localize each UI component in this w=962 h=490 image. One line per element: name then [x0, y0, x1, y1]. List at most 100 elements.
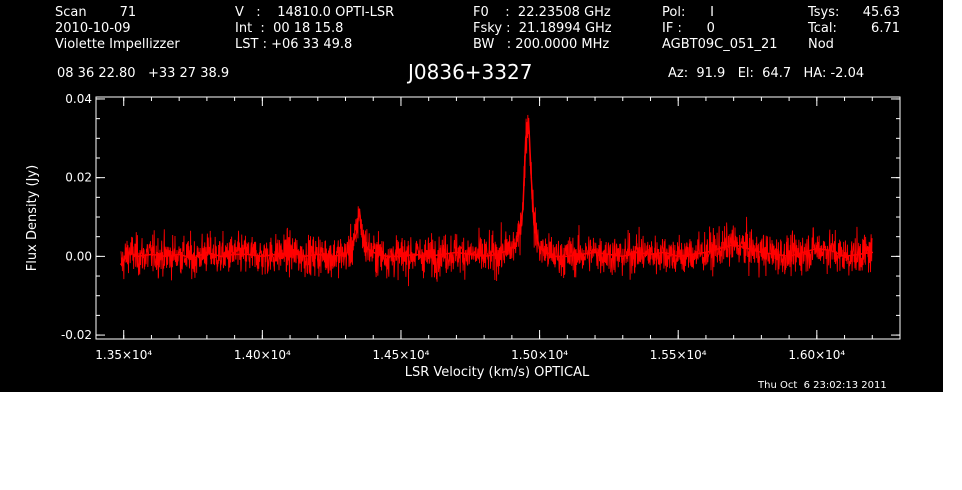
spectrum-point: [469, 253, 472, 256]
y-tick-label: 0.04: [65, 92, 92, 106]
spectrum-point: [538, 247, 541, 250]
y-tick-label: 0.00: [65, 249, 92, 263]
spectrum-point: [760, 251, 763, 254]
spectrum-point: [427, 255, 430, 258]
spectrum-point: [527, 117, 530, 120]
rest-frequency: F0 : 22.23508 GHz: [473, 5, 611, 20]
spectrum-point: [718, 247, 721, 250]
spectrum-point: [441, 253, 444, 256]
spectrum-point: [372, 251, 375, 254]
spectrum-point: [635, 251, 638, 254]
source-title: J0836+3327: [408, 60, 533, 84]
spectrum-point: [705, 251, 707, 254]
integration-time: Int : 00 18 15.8: [235, 21, 344, 36]
spectrum-point: [483, 255, 485, 258]
spectrum-point: [233, 253, 236, 256]
tsys-value: 45.63: [862, 5, 900, 20]
x-tick-label: 1.40×10⁴: [234, 348, 291, 362]
velocity-info: V : 14810.0 OPTI-LSR: [235, 5, 395, 20]
observer-name: Violette Impellizzer: [55, 37, 180, 52]
spectrum-point: [774, 253, 777, 256]
x-tick-label: 1.45×10⁴: [373, 348, 430, 362]
y-tick-label: -0.02: [61, 328, 92, 342]
spectrum-point: [497, 253, 499, 256]
y-axis: -0.02 0.00 0.02 0.04: [61, 92, 900, 342]
spectrum-point: [247, 253, 250, 256]
bandwidth: BW : 200.0000 MHz: [473, 37, 610, 52]
x-tick-label: 1.60×10⁴: [788, 348, 845, 362]
spectrum-point: [120, 263, 122, 266]
plot-timestamp: Thu Oct 6 23:02:13 2011: [758, 380, 887, 391]
spectrum-point: [178, 253, 180, 256]
x-axis: 1.35×10⁴ 1.40×10⁴ 1.45×10⁴ 1.50×10⁴ 1.55×10⁴…: [95, 97, 901, 362]
pointing-info: Az: 91.9 El: 64.7 HA: -2.04: [668, 66, 865, 81]
spectrum-point: [128, 251, 131, 254]
scan-number: Scan 71: [55, 5, 137, 20]
project-id: AGBT09C_051_21: [662, 37, 778, 52]
spectrum-point: [136, 255, 139, 258]
plot-frame: [95, 96, 901, 340]
spectrum-point: [691, 253, 693, 256]
procedure-label: Nod: [808, 37, 834, 52]
spectrum-point: [522, 208, 524, 210]
spectrum-point: [303, 255, 305, 258]
spectrum-point: [530, 176, 533, 179]
spectrum-point: [366, 247, 369, 250]
observation-date: 2010-10-09: [55, 21, 131, 36]
spectrum-point: [275, 253, 278, 256]
spectrum-point: [857, 253, 860, 256]
spectrum-point: [219, 255, 222, 258]
spectrum-point: [621, 255, 624, 258]
spectrum-point: [289, 251, 291, 254]
spectrum-point: [566, 255, 569, 258]
spectrum-point: [816, 247, 818, 250]
spectrum-point: [455, 251, 458, 254]
x-tick-label: 1.55×10⁴: [650, 348, 707, 362]
spectrum-point: [677, 255, 680, 258]
spectrum-point: [330, 255, 333, 258]
spectrum-point: [164, 255, 167, 258]
spectrum-point: [192, 257, 194, 260]
tcal-value: 6.71: [871, 21, 900, 36]
x-tick-label: 1.35×10⁴: [95, 348, 152, 362]
spectrum-point: [802, 251, 804, 254]
spectrum-point: [355, 231, 358, 234]
spectrum-noise-trace: [120, 114, 873, 287]
series-layer: [120, 114, 874, 287]
spectrum-point: [732, 243, 735, 246]
if-number: IF : 0: [662, 21, 715, 36]
spectrum-point: [206, 251, 208, 254]
spectrum-point: [150, 253, 153, 256]
x-tick-label: 1.50×10⁴: [511, 348, 568, 362]
spectrum-point: [594, 251, 596, 254]
spectrum-point: [788, 255, 790, 258]
spectrum-point: [358, 208, 361, 210]
spectrum-chart: 1.35×10⁴ 1.40×10⁴ 1.45×10⁴ 1.50×10⁴ 1.55×10⁴…: [25, 92, 901, 380]
spectrum-point: [350, 247, 352, 250]
source-coordinates: 08 36 22.80 +33 27 38.9: [57, 66, 230, 81]
spectrum-point: [533, 224, 535, 226]
spectrum-point: [344, 253, 347, 256]
tsys-label: Tsys:: [808, 5, 840, 20]
spectrum-point: [580, 253, 582, 256]
polarization: Pol: I: [662, 5, 714, 20]
y-axis-label: Flux Density (Jy): [25, 165, 40, 271]
spectrum-point: [261, 255, 264, 258]
spectrum-point: [316, 253, 319, 256]
spectrum-line: [120, 118, 873, 265]
spectrum-point: [400, 255, 402, 258]
spectrum-point: [843, 255, 846, 258]
plot-panel: Scan 71 2010-10-09 Violette Impellizzer …: [0, 0, 943, 392]
lst-info: LST : +06 33 49.8: [235, 37, 353, 52]
sky-frequency: Fsky : 21.18994 GHz: [473, 21, 612, 36]
tcal-label: Tcal:: [808, 21, 837, 36]
spectrum-point: [746, 247, 749, 250]
spectrum-point: [516, 239, 519, 242]
x-axis-label: LSR Velocity (km/s) OPTICAL: [405, 365, 590, 380]
spectrum-point: [649, 253, 652, 256]
spectrum-point: [524, 137, 527, 140]
spectrum-point: [608, 253, 610, 256]
spectrum-point: [414, 253, 416, 256]
spectrum-point: [663, 251, 666, 254]
spectrum-point: [386, 255, 388, 258]
